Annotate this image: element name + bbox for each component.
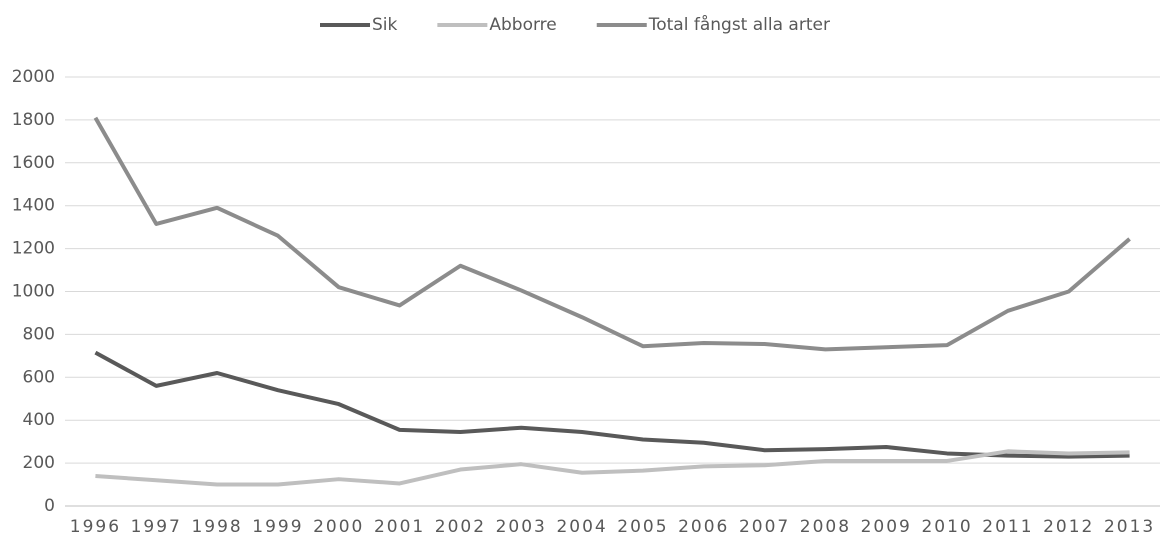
x-tick-label: 2000 bbox=[313, 517, 364, 537]
y-tick-label: 1600 bbox=[12, 153, 55, 173]
y-tick-label: 200 bbox=[23, 453, 55, 473]
x-tick-label: 2003 bbox=[496, 517, 547, 537]
legend-label: Total fångst alla arter bbox=[648, 14, 830, 35]
x-tick-label: 2008 bbox=[800, 517, 851, 537]
x-tick-label: 1996 bbox=[70, 517, 121, 537]
y-tick-label: 0 bbox=[44, 496, 55, 516]
x-tick-label: 2001 bbox=[374, 517, 425, 537]
y-tick-label: 1800 bbox=[12, 110, 55, 130]
legend-label: Abborre bbox=[489, 15, 556, 35]
series-line bbox=[93, 116, 1131, 352]
x-tick-label: 1997 bbox=[131, 517, 182, 537]
y-tick-label: 1000 bbox=[12, 282, 55, 302]
legend-label: Sik bbox=[372, 15, 398, 35]
y-tick-label: 400 bbox=[23, 410, 55, 430]
x-tick-label: 1998 bbox=[191, 517, 242, 537]
x-tick-label: 2010 bbox=[921, 517, 972, 537]
x-tick-label: 2004 bbox=[556, 517, 607, 537]
x-tick-label: 2006 bbox=[678, 517, 729, 537]
y-tick-label: 600 bbox=[23, 367, 55, 387]
y-tick-label: 2000 bbox=[12, 67, 55, 87]
x-tick-label: 2002 bbox=[435, 517, 486, 537]
series-line bbox=[94, 350, 1130, 459]
y-tick-label: 1200 bbox=[12, 239, 55, 259]
series-line bbox=[95, 449, 1130, 487]
x-tick-label: 2013 bbox=[1104, 517, 1155, 537]
x-tick-label: 1999 bbox=[252, 517, 303, 537]
y-tick-label: 1400 bbox=[12, 196, 55, 216]
x-tick-label: 2005 bbox=[617, 517, 668, 537]
x-tick-label: 2011 bbox=[982, 517, 1033, 537]
x-tick-label: 2009 bbox=[861, 517, 912, 537]
x-tick-label: 2007 bbox=[739, 517, 790, 537]
y-tick-label: 800 bbox=[23, 324, 55, 344]
x-tick-label: 2012 bbox=[1043, 517, 1094, 537]
